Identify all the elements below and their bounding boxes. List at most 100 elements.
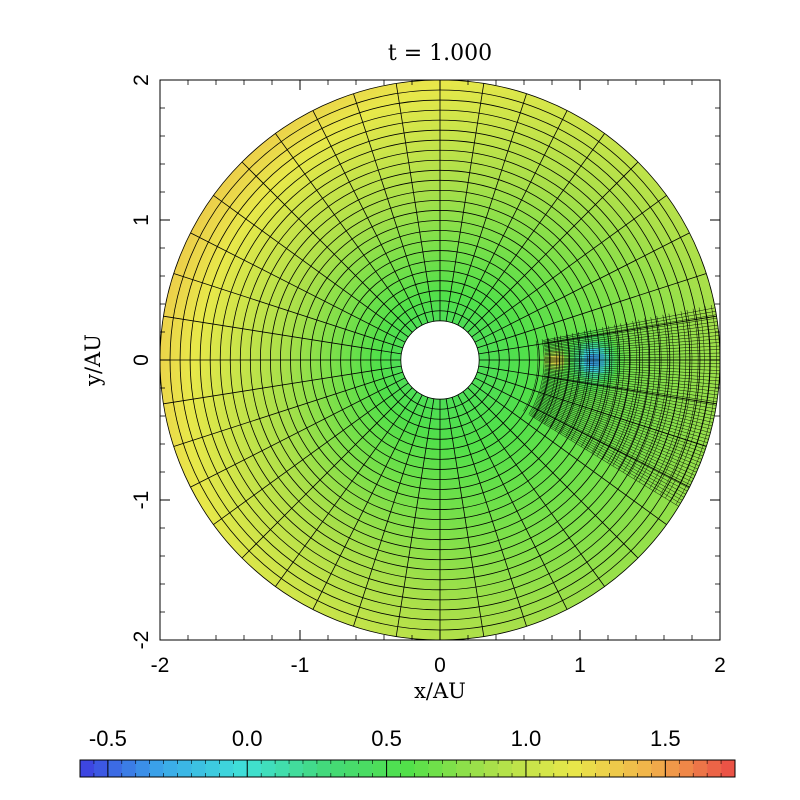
heatmap-cell [335, 359, 341, 365]
heatmap-cell [436, 428, 441, 435]
heatmap-cell [439, 285, 444, 292]
heatmap-cell [433, 519, 441, 525]
heatmap-cell [446, 170, 456, 177]
heatmap-cell [429, 478, 436, 485]
heatmap-cell [305, 354, 311, 361]
heatmap-cell [439, 255, 445, 261]
heatmap-cell [544, 355, 550, 361]
heatmap-cell [444, 488, 451, 495]
heatmap-cell [425, 473, 432, 480]
heatmap-cell [435, 459, 441, 465]
heatmap-cell [300, 354, 306, 361]
heatmap-cell [360, 359, 367, 364]
heatmap-cell [446, 538, 455, 545]
heatmap-cell [310, 364, 317, 371]
chart-title: t = 1.000 [388, 41, 492, 66]
heatmap-cell [594, 353, 600, 361]
heatmap-cell [436, 443, 441, 450]
heatmap-cell [425, 478, 431, 485]
heatmap-cell [424, 543, 434, 550]
heatmap-cell [433, 509, 441, 515]
heatmap-cell [447, 165, 456, 172]
heatmap-cell [285, 353, 291, 361]
heatmap-cell [275, 365, 282, 374]
heatmap-cell [447, 255, 453, 262]
heatmap-cell [434, 235, 441, 241]
heatmap-cell [335, 355, 341, 361]
heatmap-cell [249, 352, 256, 361]
heatmap-cell [449, 483, 456, 490]
heatmap-cell [446, 180, 455, 187]
heatmap-cell [260, 359, 266, 368]
heatmap-cell [315, 345, 322, 351]
heatmap-cell [435, 260, 441, 266]
heatmap-cell [432, 175, 441, 181]
heatmap-cell [432, 185, 441, 191]
heatmap-cell [528, 355, 535, 361]
heatmap-cell [579, 359, 585, 366]
heatmap-cell [290, 347, 297, 355]
heatmap-cell [604, 353, 610, 361]
heatmap-cell [315, 349, 322, 356]
heatmap-cell [428, 493, 436, 500]
heatmap-cell [439, 250, 445, 256]
heatmap-cell [429, 235, 436, 242]
heatmap-cell [340, 359, 346, 365]
heatmap-cell [315, 354, 321, 361]
heatmap-cell [445, 205, 453, 212]
heatmap-cell [330, 346, 337, 353]
heatmap-cell [604, 359, 610, 367]
heatmap-cell [538, 363, 545, 369]
heatmap-cell [619, 352, 625, 361]
heatmap-cell [345, 359, 352, 365]
heatmap-cell [265, 352, 271, 361]
heatmap-cell [427, 508, 435, 515]
heatmap-cell [340, 355, 346, 361]
heatmap-cell [624, 352, 631, 361]
heatmap-cell [275, 346, 282, 355]
heatmap-cell [439, 504, 447, 510]
heatmap-cell [295, 359, 301, 366]
heatmap-cell [325, 363, 332, 370]
heatmap-cell [444, 483, 451, 490]
heatmap-cell [305, 364, 312, 371]
heatmap-cell [446, 533, 455, 540]
heatmap-cell [265, 359, 271, 368]
heatmap-cell [433, 190, 441, 196]
heatmap-cell [325, 359, 331, 365]
heatmap-cell [444, 493, 452, 500]
heatmap-cell [448, 240, 455, 247]
heatmap-cell [434, 494, 441, 500]
heatmap-cell [427, 513, 435, 520]
heatmap-cell [559, 359, 565, 366]
heatmap-cell [295, 365, 302, 372]
heatmap-cell [345, 352, 352, 357]
heatmap-cell [335, 351, 342, 357]
heatmap-cell [442, 270, 448, 277]
heatmap-cell [439, 499, 446, 505]
heatmap-cell [445, 503, 453, 510]
heatmap-cell [559, 354, 565, 361]
heatmap-cell [439, 175, 448, 181]
heatmap-cell [513, 362, 520, 367]
heatmap-cell [250, 344, 257, 354]
heatmap-cell [439, 484, 446, 490]
heatmap-cell [446, 543, 456, 550]
heatmap-cell [439, 474, 446, 480]
heatmap-cell [444, 478, 451, 485]
heatmap-cell [439, 544, 448, 551]
heatmap-cell [445, 200, 453, 207]
heatmap-cell [539, 355, 545, 361]
heatmap-cell [431, 458, 437, 465]
heatmap-cell [439, 240, 446, 246]
heatmap-cell [442, 275, 447, 282]
heatmap-cell [320, 345, 327, 352]
heatmap-cell [255, 345, 262, 354]
heatmap-cell [443, 265, 448, 272]
heatmap-cell [432, 443, 438, 450]
heatmap-cell [569, 359, 575, 366]
heatmap-cell [435, 265, 441, 272]
heatmap-cell [439, 235, 446, 241]
heatmap-cell [427, 210, 435, 217]
heatmap-cell [523, 362, 530, 368]
